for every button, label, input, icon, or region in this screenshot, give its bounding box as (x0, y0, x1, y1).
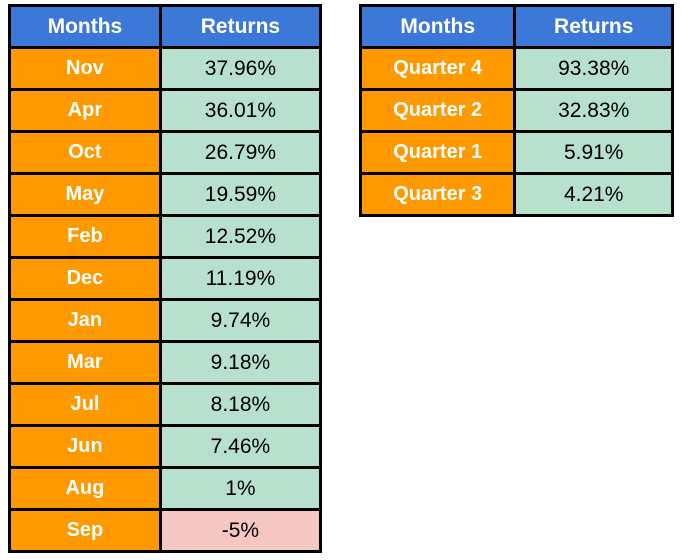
quarter-cell: Quarter 1 (358, 130, 517, 175)
month-cell: Nov (8, 46, 162, 91)
table-row: Quarter 1 5.91% (358, 130, 674, 175)
month-cell: Oct (8, 130, 162, 175)
month-cell: Aug (8, 466, 162, 511)
month-cell: Mar (8, 340, 162, 385)
return-cell: 9.74% (158, 298, 323, 343)
table-row: May 19.59% (8, 172, 323, 217)
quarter-cell: Quarter 4 (358, 46, 517, 91)
table-row: Jul 8.18% (8, 382, 323, 427)
return-cell: 7.46% (158, 424, 323, 469)
monthly-returns-table: Months Returns Nov 37.96% Apr 36.01% Oct… (8, 4, 323, 553)
return-cell: 12.52% (158, 214, 323, 259)
table-row: Dec 11.19% (8, 256, 323, 301)
return-cell: 93.38% (513, 46, 674, 91)
month-cell: Feb (8, 214, 162, 259)
quarterly-returns-table: Months Returns Quarter 4 93.38% Quarter … (358, 4, 674, 217)
month-cell: Jan (8, 298, 162, 343)
header-cell-returns: Returns (158, 4, 323, 49)
table-row: Quarter 2 32.83% (358, 88, 674, 133)
table-header-row: Months Returns (358, 4, 674, 49)
return-cell: 26.79% (158, 130, 323, 175)
quarter-cell: Quarter 2 (358, 88, 517, 133)
return-cell: 9.18% (158, 340, 323, 385)
return-cell: 36.01% (158, 88, 323, 133)
month-cell: May (8, 172, 162, 217)
negative-return-cell: -5% (158, 508, 323, 553)
table-row: Jun 7.46% (8, 424, 323, 469)
table-row: Nov 37.96% (8, 46, 323, 91)
table-row: Sep -5% (8, 508, 323, 553)
return-cell: 11.19% (158, 256, 323, 301)
table-row: Aug 1% (8, 466, 323, 511)
return-cell: 8.18% (158, 382, 323, 427)
return-cell: 37.96% (158, 46, 323, 91)
return-cell: 32.83% (513, 88, 674, 133)
table-row: Mar 9.18% (8, 340, 323, 385)
return-cell: 4.21% (513, 172, 674, 217)
quarter-cell: Quarter 3 (358, 172, 517, 217)
table-header-row: Months Returns (8, 4, 323, 49)
return-cell: 5.91% (513, 130, 674, 175)
table-row: Jan 9.74% (8, 298, 323, 343)
month-cell: Dec (8, 256, 162, 301)
month-cell: Jul (8, 382, 162, 427)
month-cell: Apr (8, 88, 162, 133)
month-cell: Jun (8, 424, 162, 469)
table-row: Apr 36.01% (8, 88, 323, 133)
table-row: Feb 12.52% (8, 214, 323, 259)
table-row: Quarter 4 93.38% (358, 46, 674, 91)
table-row: Oct 26.79% (8, 130, 323, 175)
header-cell-returns: Returns (513, 4, 674, 49)
table-row: Quarter 3 4.21% (358, 172, 674, 217)
return-cell: 1% (158, 466, 323, 511)
header-cell-months: Months (358, 4, 517, 49)
header-cell-months: Months (8, 4, 162, 49)
return-cell: 19.59% (158, 172, 323, 217)
month-cell: Sep (8, 508, 162, 553)
